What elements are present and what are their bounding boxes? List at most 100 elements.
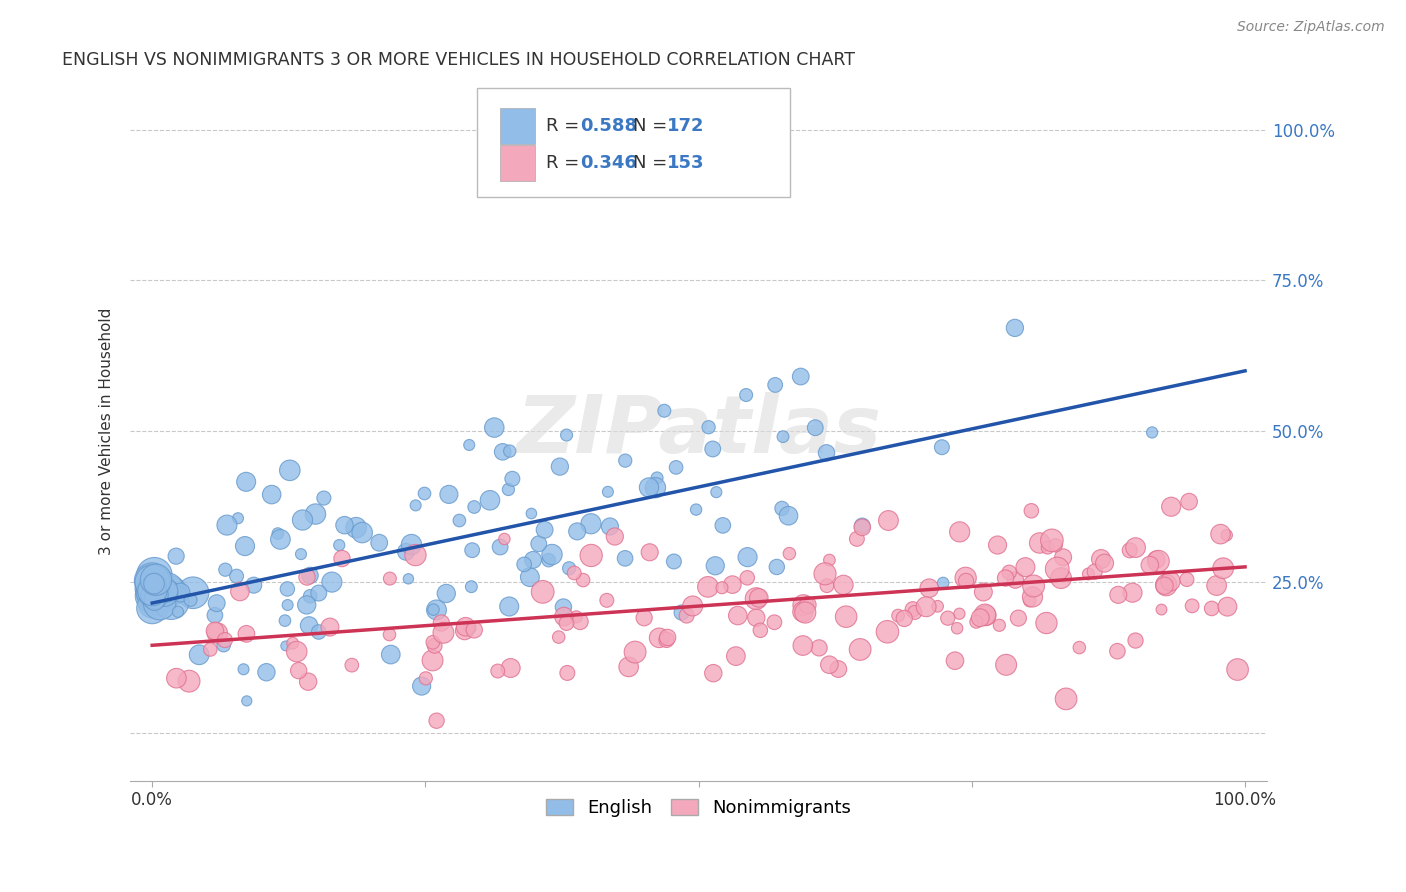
Point <box>460 580 482 594</box>
Point <box>297 674 319 689</box>
Point <box>395 545 418 559</box>
Point <box>1107 588 1129 602</box>
Point <box>165 549 187 564</box>
Point <box>145 580 167 594</box>
Point <box>274 614 297 628</box>
Point <box>657 631 679 645</box>
Point <box>499 444 522 458</box>
Point <box>763 615 786 630</box>
Point <box>887 608 910 623</box>
Point <box>1052 550 1074 565</box>
Point <box>936 611 959 625</box>
Point <box>995 657 1018 672</box>
Point <box>998 566 1021 580</box>
Point <box>702 666 724 681</box>
Point <box>352 525 374 540</box>
Point <box>141 579 163 593</box>
Point <box>143 573 166 587</box>
Point <box>287 664 309 678</box>
Point <box>1021 590 1043 604</box>
Point <box>312 491 335 505</box>
Point <box>299 568 322 582</box>
Point <box>242 578 264 592</box>
Point <box>319 620 342 634</box>
Point <box>177 674 200 689</box>
Point <box>710 581 733 595</box>
Point <box>146 588 169 602</box>
Point <box>721 577 744 591</box>
Point <box>169 585 191 599</box>
Point <box>949 524 972 539</box>
Point <box>1050 571 1073 585</box>
Point <box>1040 533 1063 548</box>
Point <box>214 633 236 648</box>
Point <box>927 599 949 614</box>
Point <box>156 582 179 596</box>
Point <box>1045 538 1067 552</box>
Point <box>724 649 747 664</box>
Point <box>236 694 259 708</box>
Point <box>557 665 579 680</box>
Point <box>426 714 449 728</box>
Point <box>141 574 163 588</box>
Point <box>148 577 170 591</box>
Point <box>790 369 813 384</box>
Point <box>513 558 536 572</box>
Point <box>994 571 1017 585</box>
Point <box>1069 640 1091 655</box>
Point <box>565 524 588 539</box>
Point <box>145 590 167 604</box>
Point <box>1215 528 1237 542</box>
Point <box>1226 663 1249 677</box>
Point <box>697 420 720 434</box>
Point <box>454 620 477 634</box>
Point <box>1119 543 1142 558</box>
Point <box>308 625 330 640</box>
Text: N =: N = <box>633 154 673 172</box>
Point <box>461 543 484 558</box>
Point <box>745 591 768 606</box>
Point <box>915 599 938 614</box>
Y-axis label: 3 or more Vehicles in Household: 3 or more Vehicles in Household <box>100 308 114 555</box>
Point <box>290 547 312 561</box>
Point <box>520 507 543 521</box>
Point <box>1121 585 1143 599</box>
Point <box>276 582 298 596</box>
Point <box>792 605 814 619</box>
Point <box>141 575 163 590</box>
Point <box>711 518 734 533</box>
Point <box>142 574 165 588</box>
Point <box>141 589 163 603</box>
Point <box>378 627 401 641</box>
Point <box>553 600 575 615</box>
Point <box>569 615 592 629</box>
Point <box>697 580 720 594</box>
Point <box>499 661 522 675</box>
Point <box>614 453 637 467</box>
Point <box>142 587 165 601</box>
Point <box>832 578 855 592</box>
Point <box>948 607 970 621</box>
Point <box>749 624 772 638</box>
Point <box>974 607 997 622</box>
Point <box>1007 611 1029 625</box>
Point <box>772 430 794 444</box>
Point <box>368 535 391 549</box>
Text: 172: 172 <box>666 117 704 135</box>
Point <box>1035 615 1057 630</box>
Point <box>143 576 166 591</box>
Point <box>662 554 685 568</box>
Point <box>155 583 177 598</box>
Point <box>304 507 326 521</box>
Point <box>815 446 838 460</box>
Point <box>142 587 165 601</box>
Point <box>142 577 165 591</box>
Point <box>200 642 222 657</box>
Point <box>492 445 515 459</box>
Point <box>1036 541 1059 555</box>
Point <box>547 630 569 644</box>
Point <box>1084 565 1107 579</box>
Point <box>458 438 481 452</box>
Point <box>1140 425 1163 440</box>
Point <box>229 584 252 599</box>
